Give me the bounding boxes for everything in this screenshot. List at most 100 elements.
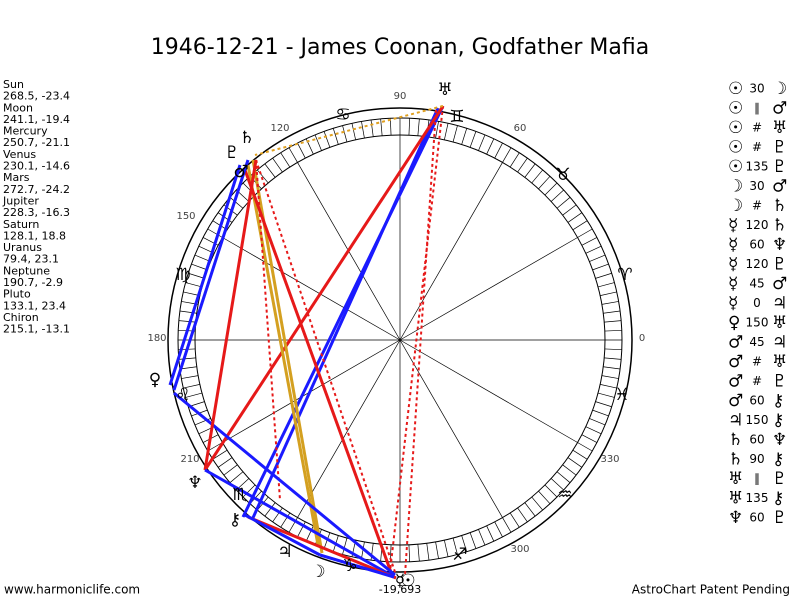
tick bbox=[592, 263, 609, 271]
aspect-planet: ♅ bbox=[772, 313, 787, 333]
planet-name: Mars bbox=[3, 171, 30, 184]
tick bbox=[478, 134, 486, 151]
aspect-type: 150 bbox=[746, 413, 769, 427]
zodiac-sign: ♉ bbox=[555, 165, 570, 185]
aspect-line bbox=[389, 105, 444, 573]
aspect-type: # bbox=[752, 121, 762, 135]
aspect-type: 60 bbox=[749, 511, 764, 525]
tick bbox=[188, 272, 205, 279]
aspect-list: ☉ 30 ☽☉ ∥ ♂☉ # ♅☉ # ♇☉ 135 ♇☽ 30 ♂☽ # ♄☿ 120 ♄☿ 60 ♆☿ 120 ♇☿… bbox=[728, 79, 787, 528]
aspect-planet: ⚷ bbox=[772, 391, 784, 411]
tick bbox=[469, 131, 477, 148]
tick bbox=[589, 418, 606, 426]
tick bbox=[461, 535, 468, 552]
aspect-line bbox=[244, 513, 321, 557]
footer-site: www.harmoniclife.com bbox=[4, 583, 140, 597]
aspect-type: # bbox=[752, 355, 762, 369]
planet-name: Chiron bbox=[3, 311, 39, 324]
tick bbox=[314, 134, 322, 151]
tick bbox=[538, 176, 551, 190]
tick bbox=[223, 464, 238, 476]
aspect-planet: ♇ bbox=[772, 372, 787, 392]
planet-glyph: ♀ bbox=[149, 370, 161, 390]
aspect-planet: ♃ bbox=[772, 333, 787, 353]
aspect-type: 120 bbox=[746, 218, 769, 232]
tick bbox=[502, 147, 512, 163]
outer-circle bbox=[167, 107, 633, 573]
tick bbox=[600, 291, 617, 296]
planet-position: 230.1, -14.6 bbox=[3, 160, 70, 173]
tick bbox=[592, 409, 609, 417]
tick bbox=[604, 329, 622, 332]
tick bbox=[417, 544, 420, 562]
aspect-planet: ☽ bbox=[728, 177, 743, 197]
planet-name: Neptune bbox=[3, 264, 50, 277]
degree-label: 180 bbox=[147, 333, 166, 344]
tick bbox=[524, 502, 536, 517]
tick bbox=[179, 366, 197, 370]
aspect-line bbox=[250, 107, 440, 521]
aspect-type: 135 bbox=[746, 491, 769, 505]
degree-label: 300 bbox=[510, 544, 529, 555]
degree-label: 0 bbox=[639, 333, 645, 344]
title: 1946-12-21 - James Coonan, Godfather Maf… bbox=[151, 35, 649, 60]
tick bbox=[242, 484, 256, 498]
tick bbox=[600, 384, 617, 389]
tick bbox=[597, 282, 615, 288]
tick bbox=[603, 310, 621, 314]
planet-position: 250.7, -21.1 bbox=[3, 136, 70, 149]
tick bbox=[229, 471, 244, 483]
zodiac-sign: ♐ bbox=[452, 545, 467, 565]
planet-glyph: ⚷ bbox=[229, 510, 241, 530]
planet-name: Moon bbox=[3, 101, 33, 114]
tick bbox=[494, 521, 503, 538]
tick bbox=[572, 449, 588, 460]
tick bbox=[212, 449, 228, 460]
aspect-line bbox=[247, 515, 397, 580]
aspect-planet: ♃ bbox=[772, 294, 787, 314]
aspect-planet: ☉ bbox=[728, 157, 743, 177]
aspect-planet: ♄ bbox=[772, 196, 787, 216]
spoke bbox=[297, 339, 401, 518]
tick bbox=[550, 189, 564, 202]
aspect-type: 120 bbox=[746, 257, 769, 271]
tick bbox=[280, 512, 291, 528]
aspect-planet: ☿ bbox=[728, 255, 738, 275]
aspect-type: 30 bbox=[749, 179, 764, 193]
aspect-type: # bbox=[752, 374, 762, 388]
tick bbox=[544, 484, 558, 498]
aspect-planet: ♂ bbox=[772, 274, 787, 294]
aspect-planet: ♀ bbox=[728, 313, 740, 333]
aspect-line bbox=[203, 159, 258, 471]
aspect-planet: ♂ bbox=[728, 372, 743, 392]
aspect-planet: ♆ bbox=[772, 235, 787, 255]
aspect-planet: ♇ bbox=[772, 138, 787, 158]
tick bbox=[517, 507, 528, 523]
tick bbox=[207, 442, 223, 452]
tick bbox=[538, 490, 551, 504]
aspect-planet: ♇ bbox=[772, 255, 787, 275]
aspect-planet: ☿ bbox=[728, 274, 738, 294]
tick bbox=[389, 118, 392, 136]
spoke bbox=[399, 339, 503, 518]
tick bbox=[567, 212, 583, 223]
tick bbox=[332, 128, 339, 145]
tick bbox=[595, 401, 612, 408]
aspect-line bbox=[203, 105, 445, 471]
tick bbox=[185, 392, 203, 398]
tick bbox=[361, 121, 365, 139]
aspect-type: ∥ bbox=[754, 472, 760, 486]
aspect-planet: ☽ bbox=[728, 196, 743, 216]
aspect-line bbox=[255, 159, 397, 576]
planet-glyph: ☽ bbox=[310, 562, 325, 582]
zodiac-sign: ♓ bbox=[614, 385, 629, 405]
tick bbox=[524, 163, 536, 178]
aspect-type: 0 bbox=[753, 296, 761, 310]
planet-name: Jupiter bbox=[2, 195, 39, 208]
tick bbox=[597, 392, 615, 398]
tick bbox=[478, 529, 486, 546]
tick bbox=[257, 169, 269, 184]
tick bbox=[288, 147, 298, 163]
tick bbox=[178, 320, 196, 323]
aspect-planet: ♇ bbox=[772, 508, 787, 528]
